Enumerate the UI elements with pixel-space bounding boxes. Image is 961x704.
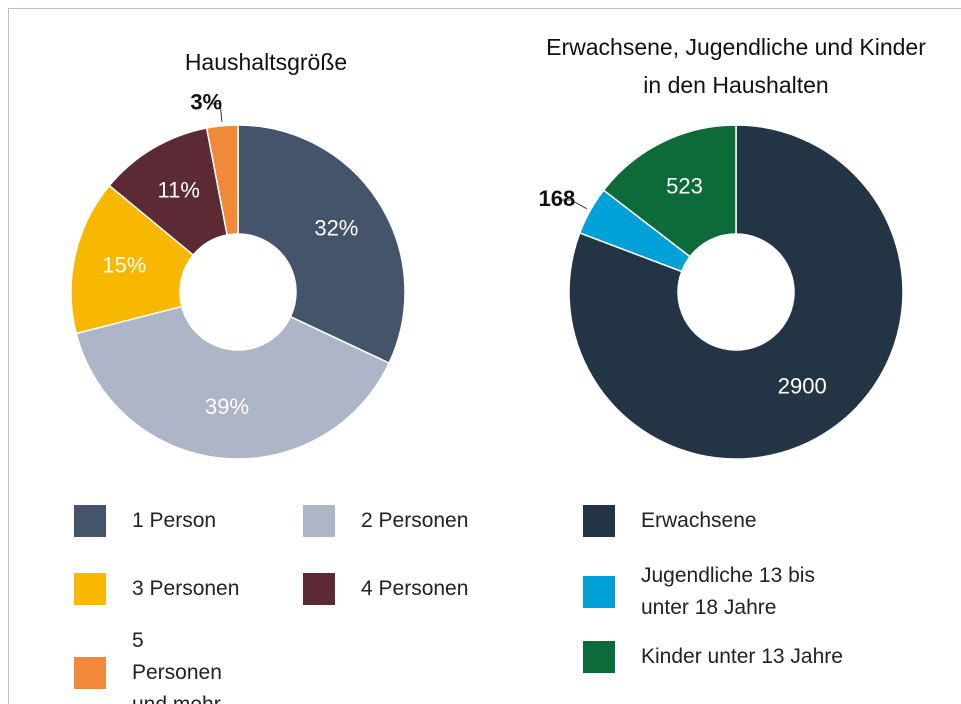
legend-label: 4 Personen	[361, 577, 469, 600]
legend-swatch	[74, 505, 106, 537]
legend-label: Erwachsene	[641, 509, 757, 532]
leader-line	[560, 199, 587, 210]
data-label: 15%	[102, 252, 146, 277]
legend-item: Kinder unter 13 Jahre	[583, 641, 883, 673]
donut-slice	[70, 184, 195, 335]
donut-slice	[237, 124, 406, 365]
legend-swatch	[583, 576, 615, 608]
chart-title: Erwachsene, Jugendliche und Kinder in de…	[546, 34, 926, 98]
legend-label: Jugendliche 13 bis unter 18 Jahre	[641, 564, 815, 619]
data-label: 32%	[314, 215, 358, 240]
legend-swatch	[303, 573, 335, 605]
legend-swatch	[303, 505, 335, 537]
data-label: 168	[539, 186, 576, 211]
data-label: 11%	[157, 178, 199, 203]
legend-label: 1 Person	[132, 509, 217, 532]
frame	[8, 8, 961, 704]
chart-title: Haushaltsgröße	[184, 49, 348, 75]
legend-item: Jugendliche 13 bis unter 18 Jahre	[583, 560, 823, 624]
legend-item: 2 Personen	[303, 505, 503, 537]
legend-swatch	[74, 657, 106, 689]
legend-label: Kinder unter 13 Jahre	[641, 645, 843, 668]
legend-item: 5 Personen und mehr	[74, 625, 224, 704]
data-label: 39%	[205, 394, 249, 419]
legend-item: 3 Personen	[74, 573, 274, 605]
legend-label: 3 Personen	[132, 577, 240, 600]
data-label: 3%	[190, 90, 222, 115]
legend-item: 4 Personen	[303, 573, 503, 605]
donut-slice	[75, 305, 391, 460]
legend-item: 1 Person	[74, 505, 274, 537]
donut-slice	[205, 124, 239, 236]
legend-item: Erwachsene	[583, 505, 883, 537]
leader-line	[210, 103, 223, 122]
legend-label: 5 Personen und mehr	[132, 629, 222, 704]
donut-slice	[602, 124, 737, 258]
legend-swatch	[74, 573, 106, 605]
legend-swatch	[583, 505, 615, 537]
donut-slice	[568, 124, 904, 460]
data-label: 2900	[778, 374, 827, 399]
legend-label: 2 Personen	[361, 509, 469, 532]
legend-swatch	[583, 641, 615, 673]
data-label: 523	[666, 173, 703, 198]
